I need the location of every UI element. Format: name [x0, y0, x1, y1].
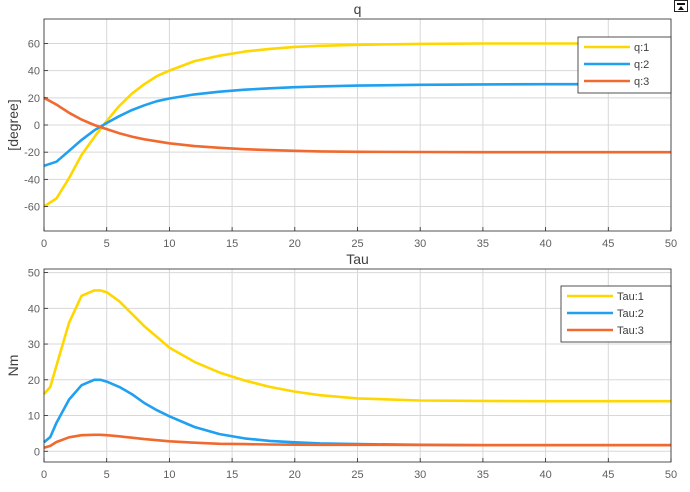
y-tick-label: -60	[24, 202, 40, 214]
y-tick-label: -20	[24, 147, 40, 159]
y-tick-label: 10	[28, 411, 40, 423]
y-tick-label: 30	[28, 339, 40, 351]
x-tick-label: 20	[289, 469, 301, 481]
legend: Tau:1 Tau:2 Tau:3	[560, 285, 672, 343]
y-tick-label: 0	[34, 446, 40, 458]
x-tick-label: 45	[602, 238, 614, 250]
x-tick-label: 25	[351, 469, 363, 481]
legend-entry-3: Tau:3	[617, 325, 644, 337]
chart-title: q	[354, 1, 362, 17]
legend-entry-2: Tau:2	[617, 308, 644, 320]
y-axis-label: Nm	[5, 355, 21, 377]
series-line-2	[43, 82, 671, 168]
legend-entry-2: q:2	[634, 59, 649, 71]
undock-icon	[677, 3, 685, 5]
y-axis-label: [degree]	[5, 99, 21, 150]
x-tick-label: 40	[539, 469, 551, 481]
x-tick-label: 50	[665, 469, 677, 481]
x-tick-label: 30	[414, 469, 426, 481]
legend-entry-3: q:3	[634, 76, 649, 88]
series-line-3	[43, 433, 671, 449]
x-tick-label: 10	[163, 469, 175, 481]
y-tick-label: 50	[28, 268, 40, 280]
chart-title: Tau	[346, 251, 369, 267]
series-line-1	[43, 42, 671, 208]
y-tick-label: 40	[28, 66, 40, 78]
x-tick-label: 35	[477, 238, 489, 250]
axes-tau: 0 5 10 15 20 25 30 35 40 45 50 0 10 20 30 40 50 Tau Nm Tau:…	[5, 251, 677, 481]
y-tick-label: 60	[28, 38, 40, 50]
x-tick-label: 20	[289, 238, 301, 250]
grid	[43, 269, 672, 462]
y-tick-label: 20	[28, 375, 40, 387]
x-tick-label: 15	[226, 469, 238, 481]
series-line-3	[43, 96, 671, 154]
x-tick-label: 45	[602, 469, 614, 481]
x-tick-label: 15	[226, 238, 238, 250]
legend-entry-1: Tau:1	[617, 291, 644, 303]
series-line-1	[43, 289, 671, 403]
legend: q:1 q:2 q:3	[577, 36, 672, 94]
x-tick-label: 40	[539, 238, 551, 250]
x-tick-label: 35	[477, 469, 489, 481]
undock-button[interactable]	[674, 0, 688, 12]
axes-q: 0 5 10 15 20 25 30 35 40 45 50 -60 -40 -20 0 20 40 60 q [de…	[5, 1, 677, 250]
y-tick-label: 0	[34, 120, 40, 132]
x-tick-label: 10	[163, 238, 175, 250]
y-tick-label: -40	[24, 174, 40, 186]
undock-arrow-icon	[678, 6, 684, 10]
x-tick-label: 50	[665, 238, 677, 250]
legend-entry-1: q:1	[634, 42, 649, 54]
y-tick-label: 40	[28, 303, 40, 315]
x-tick-label: 5	[104, 469, 110, 481]
x-tick-label: 0	[41, 469, 47, 481]
y-tick-label: 20	[28, 93, 40, 105]
x-tick-label: 5	[104, 238, 110, 250]
x-tick-label: 0	[41, 238, 47, 250]
x-tick-label: 30	[414, 238, 426, 250]
x-tick-label: 25	[351, 238, 363, 250]
